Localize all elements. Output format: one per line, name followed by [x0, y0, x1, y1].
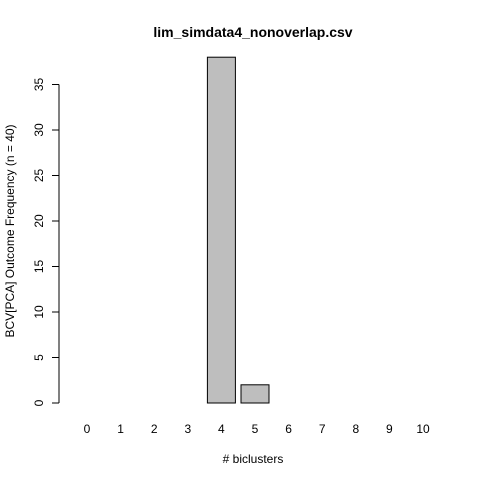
bar-4: [206, 56, 236, 404]
y-tick-label: 5: [32, 354, 46, 361]
bar-5: [240, 384, 270, 404]
x-tick-label: 4: [218, 422, 225, 436]
x-tick-labels: 0 1 2 3 4 5 6 7 8 9 10: [84, 422, 430, 436]
y-axis-label: BCV[PCA] Outcome Frequency (n = 40): [3, 124, 17, 337]
x-tick-label: 9: [386, 422, 393, 436]
y-tick-label: 25: [32, 169, 46, 183]
bars: [206, 56, 270, 404]
chart-title: lim_simdata4_nonoverlap.csv: [153, 24, 352, 40]
x-axis-label: # biclusters: [223, 452, 284, 466]
y-tick-label: 20: [32, 214, 46, 228]
y-tick-label: 30: [32, 123, 46, 137]
x-tick-label: 8: [352, 422, 359, 436]
x-tick-label: 1: [117, 422, 124, 436]
x-tick-label: 5: [252, 422, 259, 436]
y-axis: 0 5 10 15 20 25 30 35: [32, 78, 60, 406]
y-tick-label: 35: [32, 78, 46, 92]
y-tick-label: 10: [32, 305, 46, 319]
x-tick-label: 10: [416, 422, 430, 436]
y-tick-label: 15: [32, 260, 46, 274]
x-tick-label: 3: [184, 422, 191, 436]
x-tick-label: 2: [151, 422, 158, 436]
x-tick-label: 6: [285, 422, 292, 436]
y-tick-label: 0: [32, 399, 46, 406]
x-tick-label: 7: [319, 422, 326, 436]
x-tick-label: 0: [84, 422, 91, 436]
